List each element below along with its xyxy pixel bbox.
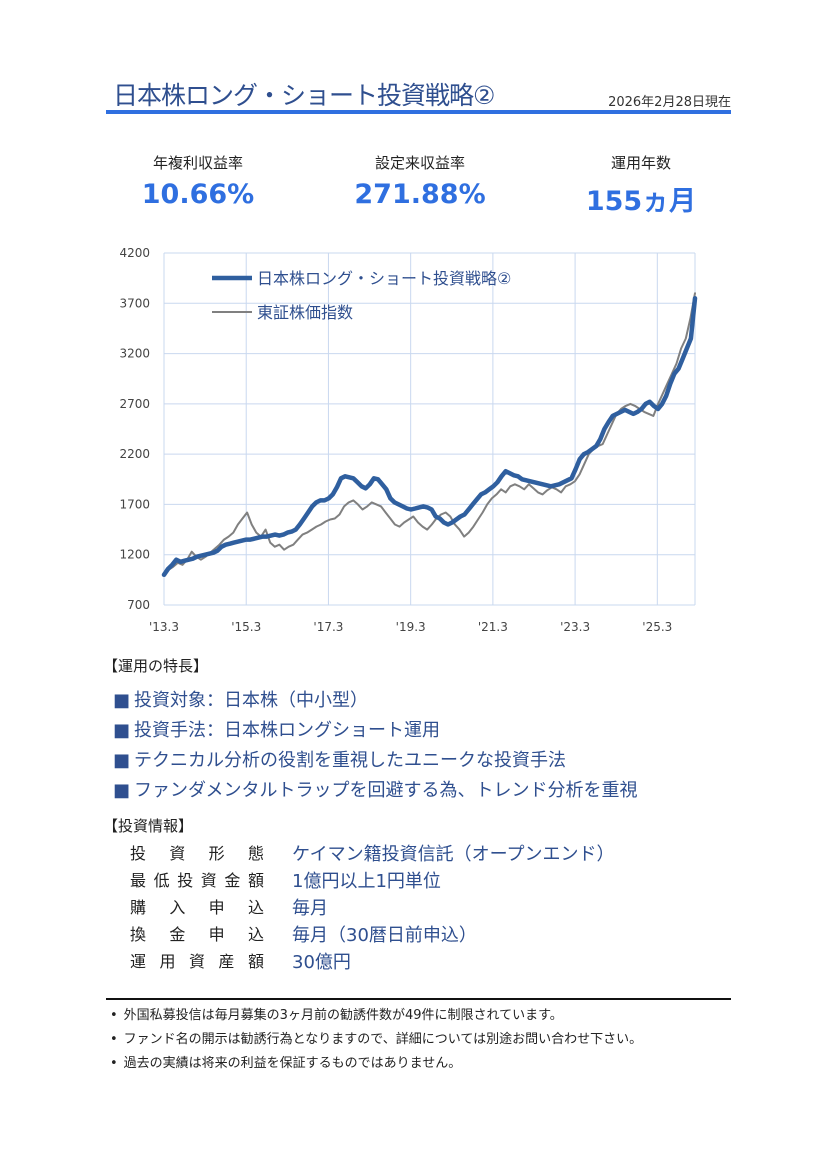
- kpi-value: 271.88%: [354, 179, 486, 210]
- legend-label: 東証株価指数: [257, 303, 353, 322]
- y-tick-label: 1200: [119, 548, 150, 562]
- y-tick-label: 2200: [119, 447, 150, 461]
- feature-item: ■ 投資手法：日本株ロングショート運用: [113, 716, 440, 742]
- index-series-line: [163, 292, 696, 576]
- note-item: • 過去の実績は将来の利益を保証するものではありません。: [110, 1052, 461, 1071]
- fund-series-line: [161, 296, 698, 578]
- x-tick-label: '23.3: [560, 620, 590, 634]
- note-item: • ファンド名の開示は勧誘行為となりますので、詳細については別途お問い合わせ下さい…: [110, 1028, 642, 1047]
- feature-item: ■ 投資対象：日本株（中小型）: [113, 686, 368, 712]
- feature-item: ■ テクニカル分析の役割を重視したユニークな投資手法: [113, 746, 566, 772]
- kpi-operation-period: 運用年数 155ヵ月: [531, 152, 751, 218]
- feature-text: 投資手法：日本株ロングショート運用: [134, 720, 441, 741]
- y-tick-label: 1700: [119, 497, 150, 511]
- title-underline: [106, 110, 731, 114]
- y-tick-label: 700: [127, 598, 150, 612]
- kpi-value: 10.66%: [141, 179, 255, 210]
- bullet-dot: •: [110, 1056, 118, 1071]
- y-tick-label: 3200: [119, 347, 150, 361]
- info-value: 1億円以上1円単位: [292, 871, 441, 892]
- y-tick-label: 4200: [119, 246, 150, 260]
- bullet-dot: •: [110, 1008, 118, 1023]
- x-tick-label: '17.3: [313, 620, 343, 634]
- note-text: ファンド名の開示は勧誘行為となりますので、詳細については別途お問い合わせ下さい。: [123, 1032, 643, 1047]
- x-tick-label: '13.3: [149, 620, 179, 634]
- bullet-square: ■: [113, 780, 131, 801]
- info-value: 毎月: [292, 898, 328, 919]
- kpi-value: 155ヵ月: [585, 186, 697, 217]
- x-tick-label: '15.3: [231, 620, 261, 634]
- legend-label: 日本株ロング・ショート投資戦略②: [257, 269, 511, 288]
- info-heading: 【投資情報】: [103, 817, 194, 835]
- bullet-square: ■: [113, 720, 131, 741]
- features-heading: 【運用の特長】: [103, 657, 209, 675]
- kpi-label: 運用年数: [610, 154, 671, 172]
- info-key: 換金申込: [130, 925, 264, 944]
- info-key: 購入申込: [130, 898, 264, 917]
- y-tick-label: 2700: [119, 397, 150, 411]
- notes-divider: [106, 998, 731, 1000]
- bullet-dot: •: [110, 1032, 118, 1047]
- feature-text: ファンダメンタルトラップを回避する為、トレンド分析を重視: [134, 780, 638, 801]
- note-text: 外国私募投信は毎月募集の3ヶ月前の勧誘件数が49件に制限されています。: [123, 1008, 563, 1023]
- kpi-total-return: 設定来収益率 271.88%: [310, 152, 530, 210]
- x-tick-label: '21.3: [478, 620, 508, 634]
- note-text: 過去の実績は将来の利益を保証するものではありません。: [123, 1056, 462, 1071]
- x-tick-label: '19.3: [396, 620, 426, 634]
- info-key: 投資形態: [130, 844, 264, 863]
- feature-text: テクニカル分析の役割を重視したユニークな投資手法: [134, 750, 567, 771]
- kpi-annual-return: 年複利収益率 10.66%: [88, 152, 308, 210]
- y-tick-label: 3700: [119, 296, 150, 310]
- kpi-label: 年複利収益率: [152, 154, 243, 172]
- x-tick-label: '25.3: [642, 620, 672, 634]
- info-key: 最低投資金額: [130, 871, 264, 890]
- feature-text: 投資対象：日本株（中小型）: [134, 690, 369, 711]
- note-item: • 外国私募投信は毎月募集の3ヶ月前の勧誘件数が49件に制限されています。: [110, 1004, 563, 1023]
- info-key: 運用資産額: [130, 952, 264, 971]
- feature-item: ■ ファンダメンタルトラップを回避する為、トレンド分析を重視: [113, 776, 637, 802]
- page-title: 日本株ロング・ショート投資戦略②: [113, 81, 495, 110]
- info-value: ケイマン籍投資信託（オープンエンド）: [292, 844, 615, 865]
- bullet-square: ■: [113, 750, 131, 771]
- performance-chart: 700 1200 1700 2200 2700 3200 3700 4200 '13.3 '15.…: [119, 246, 698, 634]
- as-of-date: 2026年2月28日現在: [608, 95, 731, 110]
- bullet-square: ■: [113, 690, 131, 711]
- kpi-label: 設定来収益率: [374, 154, 465, 172]
- info-value: 毎月（30暦日前申込）: [292, 925, 477, 946]
- info-value: 30億円: [292, 952, 351, 973]
